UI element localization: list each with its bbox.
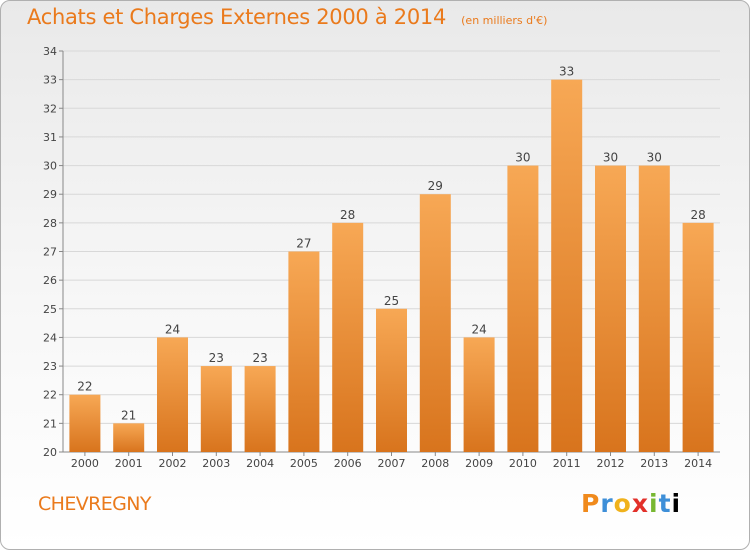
y-tick-label: 25 — [43, 303, 57, 316]
y-tick-label: 27 — [43, 246, 57, 259]
logo-letter: P — [581, 489, 601, 518]
x-tick-label-2008: 2008 — [421, 457, 449, 470]
y-tick-label: 30 — [43, 160, 57, 173]
x-tick-label-2003: 2003 — [202, 457, 230, 470]
data-label-2013: 30 — [647, 151, 662, 165]
y-tick-label: 22 — [43, 389, 57, 402]
x-tick-label-2011: 2011 — [553, 457, 581, 470]
data-label-2002: 24 — [165, 322, 180, 336]
bar-2012 — [595, 165, 626, 453]
data-label-2007: 25 — [384, 294, 399, 308]
x-tick-labels: 2000 2001 2002 2003 2004 2005 2006 2007 2008 2009… — [71, 457, 712, 470]
y-tick-labels: 20 21 22 23 24 25 26 27 28 29 30 31 32 33 34 — [43, 45, 57, 459]
data-label-2003: 23 — [209, 351, 224, 365]
y-tick-label: 21 — [43, 417, 57, 430]
y-tick-label: 20 — [43, 446, 57, 459]
y-tick-label: 29 — [43, 188, 57, 201]
data-label-2008: 29 — [428, 179, 443, 193]
logo-letter: x — [631, 489, 649, 518]
chart-title-row: Achats et Charges Externes 2000 à 2014 (… — [27, 5, 547, 29]
data-label-2004: 23 — [252, 351, 267, 365]
bar-2003 — [200, 366, 232, 452]
y-tick-label: 24 — [43, 331, 57, 344]
x-tick-label-2004: 2004 — [246, 457, 274, 470]
y-tick-label: 34 — [43, 45, 57, 58]
y-tick-label: 32 — [43, 102, 57, 115]
bar-2005 — [288, 251, 320, 452]
logo-letter: o — [613, 489, 632, 518]
logo-letter: i — [649, 489, 659, 518]
bar-2010 — [507, 165, 539, 453]
data-label-2009: 24 — [471, 322, 486, 336]
x-tick-label-2006: 2006 — [334, 457, 362, 470]
bar-2006 — [332, 222, 364, 452]
chart-unit: (en milliers d'€) — [461, 14, 548, 27]
x-tick-label-2013: 2013 — [640, 457, 668, 470]
y-tick-label: 26 — [43, 274, 57, 287]
x-tick-label-2002: 2002 — [159, 457, 187, 470]
bar-2009 — [463, 337, 495, 452]
bar-2014 — [682, 222, 714, 452]
data-label-2011: 33 — [559, 65, 574, 79]
y-tick-label: 23 — [43, 360, 57, 373]
x-tick-label-2000: 2000 — [71, 457, 99, 470]
bars — [69, 79, 714, 453]
x-tick-label-2014: 2014 — [684, 457, 712, 470]
x-tick-label-2012: 2012 — [597, 457, 625, 470]
x-tick-label-2005: 2005 — [290, 457, 318, 470]
x-tick-label-2007: 2007 — [378, 457, 406, 470]
logo-letter: r — [600, 489, 614, 518]
data-label-2001: 21 — [121, 408, 136, 422]
y-tick-label: 31 — [43, 131, 57, 144]
bar-2000 — [69, 394, 101, 452]
data-label-2006: 28 — [340, 208, 355, 222]
bar-2013 — [638, 165, 670, 453]
proxiti-logo[interactable]: Proxiti — [581, 489, 681, 518]
bar-2011 — [551, 79, 583, 453]
y-tick-label: 33 — [43, 74, 57, 87]
data-label-2012: 30 — [603, 151, 618, 165]
x-tick-label-2009: 2009 — [465, 457, 493, 470]
data-label-2000: 22 — [77, 380, 92, 394]
commune-name: CHEVREGNY — [38, 493, 152, 515]
chart-title: Achats et Charges Externes 2000 à 2014 — [27, 5, 447, 29]
bar-2008 — [419, 194, 451, 452]
bar-2002 — [157, 337, 188, 452]
data-label-2005: 27 — [296, 237, 311, 251]
logo-letter: t — [658, 489, 672, 518]
data-labels: 22 21 24 23 23 27 28 25 29 24 30 33 30 30 28 — [77, 65, 705, 423]
x-tick-label-2001: 2001 — [115, 457, 143, 470]
bar-2004 — [244, 366, 276, 452]
logo-letter: i — [671, 489, 682, 518]
data-label-2014: 28 — [690, 208, 705, 222]
bar-2001 — [113, 423, 145, 452]
x-tick-label-2010: 2010 — [509, 457, 537, 470]
data-label-2010: 30 — [515, 151, 530, 165]
bar-2007 — [376, 308, 407, 452]
y-tick-label: 28 — [43, 217, 57, 230]
